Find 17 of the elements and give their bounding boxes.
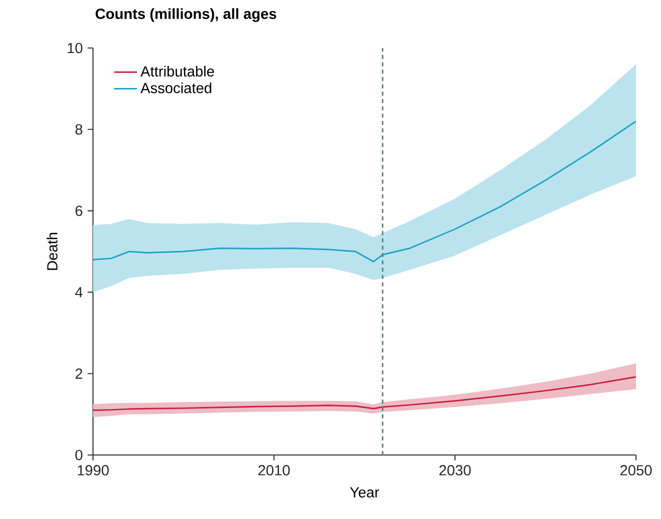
y-tick-label: 8 [75,124,82,135]
y-tick-label: 10 [68,42,82,54]
legend-label: Attributable [140,66,214,77]
chart-title: Counts (millions), all ages [96,8,276,22]
x-tick-label: 2050 [620,465,652,476]
y-tick-label: 2 [76,368,82,379]
line-series [93,120,636,262]
y-tick-label: 6 [76,206,82,216]
line-series [93,376,636,411]
y-tick-label: 0 [75,450,82,460]
legend-label: Associated [140,82,212,94]
x-tick-label: 1990 [78,465,109,476]
y-tick-label: 4 [75,287,83,298]
x-tick-label: 2010 [258,465,290,476]
x-tick-label: 2030 [439,465,471,476]
y-axis-title: Death [46,232,58,270]
x-axis-title: Year [350,487,380,498]
